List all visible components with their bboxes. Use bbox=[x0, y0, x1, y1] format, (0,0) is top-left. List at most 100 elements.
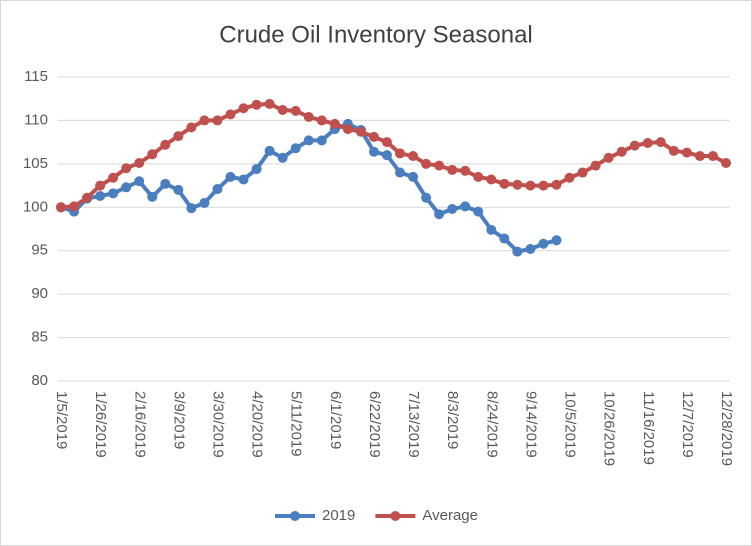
data-point bbox=[251, 99, 262, 110]
data-point bbox=[290, 105, 301, 116]
data-point bbox=[303, 135, 314, 146]
data-point bbox=[134, 157, 145, 168]
x-tick-label: 10/5/2019 bbox=[562, 391, 579, 458]
x-tick-label: 10/26/2019 bbox=[601, 391, 618, 466]
data-point bbox=[95, 190, 106, 201]
data-point bbox=[525, 243, 536, 254]
data-point bbox=[342, 124, 353, 135]
data-point bbox=[69, 201, 80, 212]
data-point bbox=[264, 145, 275, 156]
data-point bbox=[134, 176, 145, 187]
y-tick-label: 110 bbox=[24, 111, 48, 128]
data-point bbox=[447, 204, 458, 215]
chart-title: Crude Oil Inventory Seasonal bbox=[219, 21, 533, 48]
data-point bbox=[368, 131, 379, 142]
data-point bbox=[186, 203, 197, 214]
data-point bbox=[121, 182, 132, 193]
x-tick-label: 5/11/2019 bbox=[288, 391, 305, 457]
data-point bbox=[499, 178, 510, 189]
data-point bbox=[121, 163, 132, 174]
data-point bbox=[564, 172, 575, 183]
data-point bbox=[251, 164, 262, 175]
y-tick-label: 115 bbox=[24, 68, 48, 85]
data-point bbox=[668, 145, 679, 156]
data-point bbox=[721, 157, 731, 168]
data-point bbox=[108, 172, 119, 183]
y-tick-label: 100 bbox=[23, 198, 48, 215]
data-point bbox=[421, 192, 432, 203]
x-tick-label: 1/5/2019 bbox=[53, 391, 70, 449]
data-point bbox=[434, 209, 445, 220]
data-point bbox=[316, 115, 327, 126]
data-point bbox=[290, 143, 301, 154]
data-point bbox=[212, 184, 223, 195]
x-tick-label: 1/26/2019 bbox=[92, 391, 109, 458]
data-point bbox=[616, 146, 627, 157]
x-tick-label: 6/22/2019 bbox=[366, 391, 383, 458]
y-tick-label: 85 bbox=[31, 329, 48, 346]
data-point bbox=[277, 152, 288, 163]
data-point bbox=[238, 103, 249, 114]
data-point bbox=[173, 184, 184, 195]
data-point bbox=[707, 151, 718, 162]
data-point bbox=[460, 165, 471, 176]
data-point bbox=[316, 135, 327, 146]
data-point bbox=[173, 131, 184, 142]
x-tick-label: 12/7/2019 bbox=[679, 391, 696, 458]
legend-label: 2019 bbox=[322, 507, 355, 524]
data-point bbox=[629, 140, 640, 151]
data-point bbox=[108, 188, 119, 199]
data-point bbox=[368, 146, 379, 157]
data-point bbox=[212, 115, 223, 126]
data-point bbox=[95, 180, 106, 191]
x-tick-label: 7/13/2019 bbox=[405, 391, 422, 458]
legend-marker bbox=[390, 511, 401, 521]
data-point bbox=[303, 111, 314, 122]
y-tick-label: 95 bbox=[31, 242, 48, 259]
data-point bbox=[655, 137, 666, 148]
data-point bbox=[160, 139, 171, 150]
data-point bbox=[538, 180, 549, 191]
data-point bbox=[642, 138, 653, 149]
y-tick-label: 105 bbox=[23, 155, 48, 172]
data-point bbox=[395, 148, 406, 159]
data-point bbox=[186, 122, 197, 133]
data-point bbox=[694, 151, 705, 162]
data-point bbox=[525, 180, 536, 191]
data-point bbox=[486, 174, 497, 185]
data-point bbox=[538, 238, 549, 249]
data-point bbox=[499, 233, 510, 244]
series-line bbox=[60, 101, 727, 210]
data-point bbox=[199, 197, 210, 208]
data-point bbox=[447, 164, 458, 175]
data-point bbox=[434, 160, 445, 171]
data-point bbox=[577, 167, 588, 178]
x-tick-label: 8/24/2019 bbox=[483, 391, 500, 458]
data-point bbox=[199, 115, 210, 126]
data-point bbox=[408, 171, 419, 182]
data-point bbox=[551, 235, 562, 246]
data-point bbox=[147, 191, 158, 202]
data-point bbox=[82, 192, 93, 203]
data-point bbox=[512, 179, 523, 190]
data-point bbox=[486, 224, 497, 235]
data-point bbox=[329, 118, 340, 129]
data-point bbox=[381, 137, 392, 148]
data-point bbox=[473, 171, 484, 182]
x-tick-label: 12/28/2019 bbox=[718, 391, 735, 466]
data-point bbox=[603, 152, 614, 163]
data-point bbox=[473, 206, 484, 217]
x-tick-label: 6/1/2019 bbox=[327, 391, 344, 449]
data-point bbox=[238, 174, 249, 185]
x-tick-label: 4/20/2019 bbox=[249, 391, 266, 458]
x-tick-label: 11/16/2019 bbox=[640, 391, 657, 465]
x-tick-label: 3/30/2019 bbox=[210, 391, 227, 458]
x-tick-label: 2/16/2019 bbox=[131, 391, 148, 458]
data-point bbox=[590, 160, 601, 171]
x-tick-label: 9/14/2019 bbox=[522, 391, 539, 458]
y-tick-label: 90 bbox=[31, 285, 48, 302]
data-point bbox=[381, 150, 392, 161]
data-point bbox=[421, 158, 432, 169]
data-point bbox=[681, 147, 692, 158]
